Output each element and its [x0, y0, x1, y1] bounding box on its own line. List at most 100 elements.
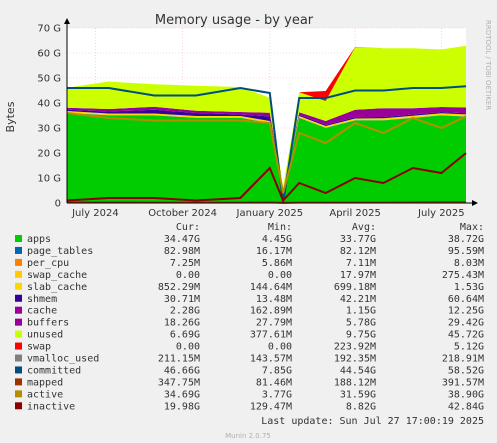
legend-value-cur: 347.75M [158, 377, 200, 388]
legend-value-min: 81.46M [256, 377, 292, 388]
legend-value-cur: 34.69G [164, 389, 200, 400]
legend-name: page_tables [27, 246, 93, 257]
legend-swatch [15, 306, 22, 314]
legend-value-min: 144.64M [250, 282, 292, 293]
x-tick-label: July 2025 [417, 208, 465, 219]
legend-value-avg: 42.21M [340, 294, 376, 305]
legend-value-avg: 17.97M [340, 270, 376, 281]
legend-value-avg: 8.82G [346, 401, 376, 412]
legend-value-min: 16.17M [256, 246, 292, 257]
legend-swatch [15, 378, 22, 386]
legend-value-max: 12.25G [448, 306, 484, 317]
legend-value-cur: 82.98M [164, 246, 200, 257]
legend-value-min: 129.47M [250, 401, 292, 412]
legend-value-cur: 2.28G [170, 306, 200, 317]
legend-value-avg: 7.11M [346, 258, 376, 269]
x-tick-label: October 2024 [148, 208, 217, 219]
legend-value-max: 5.12G [454, 342, 484, 353]
x-tick-label: July 2024 [71, 208, 119, 219]
legend-swatch [15, 342, 22, 350]
legend-swatch [15, 402, 22, 410]
legend-value-avg: 82.12M [340, 246, 376, 257]
legend-swatch [15, 366, 22, 374]
legend-value-avg: 699.18M [334, 282, 376, 293]
legend-value-cur: 6.69G [170, 330, 200, 341]
line-inactive [66, 152, 467, 203]
legend-name: inactive [27, 401, 75, 412]
legend-value-max: 38.90G [448, 389, 484, 400]
munin-version: Munin 2.0.75 [225, 432, 271, 440]
legend-value-max: 8.03M [454, 258, 484, 269]
legend-header: Max: [460, 222, 484, 233]
legend-name: apps [27, 234, 51, 245]
legend-value-max: 391.57M [442, 377, 484, 388]
legend-name: swap_cache [27, 270, 87, 281]
legend-value-cur: 211.15M [158, 354, 200, 365]
y-tick-label: 20 G [37, 149, 61, 160]
y-tick-label: 40 G [37, 99, 61, 110]
legend-name: active [27, 389, 63, 400]
legend-swatch [15, 330, 22, 338]
legend-value-cur: 852.29M [158, 282, 200, 293]
legend-value-min: 162.89M [250, 306, 292, 317]
legend-name: swap [27, 342, 51, 353]
legend-name: committed [27, 365, 81, 376]
legend-value-min: 13.48M [256, 294, 292, 305]
legend-value-cur: 34.47G [164, 234, 200, 245]
legend-value-cur: 7.25M [170, 258, 200, 269]
last-update: Last update: Sun Jul 27 17:00:19 2025 [261, 416, 484, 427]
rrdtool-credit: RRDTOOL / TOBI OETIKER [484, 20, 492, 110]
legend-name: per_cpu [27, 258, 69, 269]
area-buffers [67, 62, 466, 190]
legend-value-cur: 19.98G [164, 401, 200, 412]
legend-value-avg: 223.92M [334, 342, 376, 353]
legend-value-min: 0.00 [268, 342, 292, 353]
legend-value-max: 218.91M [442, 354, 484, 365]
legend-value-avg: 9.75G [346, 330, 376, 341]
legend-swatch [15, 270, 22, 278]
legend-value-avg: 192.35M [334, 354, 376, 365]
legend-value-cur: 0.00 [176, 270, 200, 281]
y-tick-label: 0 [55, 199, 61, 210]
x-tick-label: January 2025 [236, 208, 304, 219]
legend-value-min: 5.86M [262, 258, 292, 269]
legend-swatch [15, 235, 22, 242]
legend-value-cur: 0.00 [176, 342, 200, 353]
legend-name: vmalloc_used [27, 354, 99, 365]
legend-value-min: 143.57M [250, 354, 292, 365]
legend-value-min: 377.61M [250, 330, 292, 341]
legend-value-max: 60.64M [448, 294, 484, 305]
legend-value-cur: 18.26G [164, 318, 200, 329]
line-committed [67, 85, 467, 204]
y-tick-label: 70 G [37, 24, 61, 35]
legend-name: mapped [27, 377, 63, 388]
legend-swatch [15, 246, 22, 254]
legend-header: Cur: [176, 222, 200, 233]
legend-name: unused [27, 330, 63, 341]
line-active [66, 112, 467, 194]
legend-value-max: 38.72G [448, 234, 484, 245]
legend-value-avg: 188.12M [334, 377, 376, 388]
legend-swatch [15, 354, 22, 362]
area-unused [67, 45, 466, 190]
legend-swatch [15, 294, 22, 302]
chart-title: Memory usage - by year [155, 13, 314, 28]
y-axis-arrow [64, 18, 70, 24]
y-tick-label: 60 G [37, 49, 61, 60]
legend-swatch [15, 390, 22, 398]
x-tick-label: April 2025 [329, 208, 380, 219]
legend-value-max: 95.59M [448, 246, 484, 257]
legend-swatch [15, 258, 22, 266]
legend-value-avg: 33.77G [340, 234, 376, 245]
legend-value-min: 27.79M [256, 318, 292, 329]
y-axis-label: Bytes [4, 101, 17, 132]
legend-header: Avg: [352, 222, 376, 233]
legend-header: Min: [268, 222, 292, 233]
legend-value-cur: 30.71M [164, 294, 200, 305]
legend-swatch [15, 282, 22, 290]
legend-value-min: 3.77G [262, 389, 292, 400]
y-tick-label: 10 G [37, 174, 61, 185]
legend-name: buffers [27, 318, 69, 329]
legend-value-max: 58.52G [448, 365, 484, 376]
